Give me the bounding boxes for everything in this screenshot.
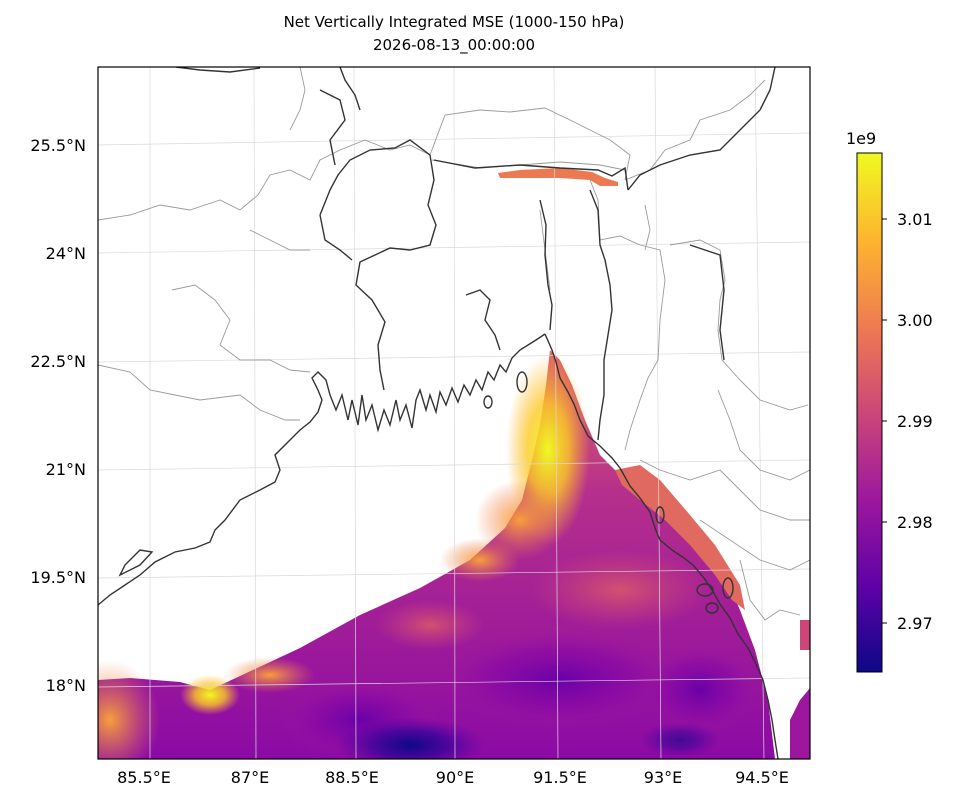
lat-tick-label: 18°N — [46, 676, 86, 695]
pink-region — [530, 550, 710, 630]
lat-tick-label: 19.5°N — [30, 568, 86, 587]
colorbar: 1e9 3.01 3.00 2.99 2.98 2.97 — [846, 129, 933, 673]
mse-field — [98, 67, 810, 759]
lat-tick-label: 25.5°N — [30, 136, 86, 155]
purple-region — [440, 630, 680, 730]
lon-tick-label: 88.5°E — [325, 768, 379, 787]
lon-tick-label: 94.5°E — [735, 768, 789, 787]
colorbar-exponent: 1e9 — [846, 129, 876, 148]
colorbar-tick-label: 3.01 — [897, 210, 933, 229]
purple-region — [640, 645, 760, 735]
lon-tick-label: 85.5°E — [117, 768, 171, 787]
deep-minimum — [640, 722, 720, 758]
lon-tick-label: 93°E — [644, 768, 682, 787]
orange-region — [440, 538, 520, 582]
yellow-spot — [180, 675, 240, 715]
southeast-patch — [800, 620, 810, 650]
lat-tick-label: 21°N — [46, 460, 86, 479]
coastline — [98, 67, 779, 759]
southeast-patch — [790, 688, 810, 759]
pink-region — [375, 600, 485, 650]
orange-region — [98, 660, 160, 759]
colorbar-tick-label: 2.99 — [897, 412, 933, 431]
lon-tick-label: 91.5°E — [533, 768, 587, 787]
orange-region — [225, 657, 315, 693]
colorbar-tick-label: 3.00 — [897, 311, 933, 330]
colorbar-gradient — [856, 152, 883, 673]
map-subtitle: 2026-08-13_00:00:00 — [372, 36, 536, 54]
deep-minimum — [335, 717, 485, 759]
colorbar-tick-label: 2.98 — [897, 513, 933, 532]
coastal-strip — [615, 465, 745, 610]
northern-strip — [498, 168, 618, 186]
lat-tick-label: 24°N — [46, 244, 86, 263]
map-frame — [97, 66, 811, 760]
graticule — [98, 67, 810, 759]
lon-tick-label: 90°E — [436, 768, 474, 787]
map-title: Net Vertically Integrated MSE (1000-150 … — [283, 13, 625, 31]
lon-tick-label: 87°E — [231, 768, 269, 787]
colorbar-tick-label: 2.97 — [897, 614, 933, 633]
orange-region — [475, 480, 565, 560]
lat-tick-label: 22.5°N — [30, 352, 86, 371]
